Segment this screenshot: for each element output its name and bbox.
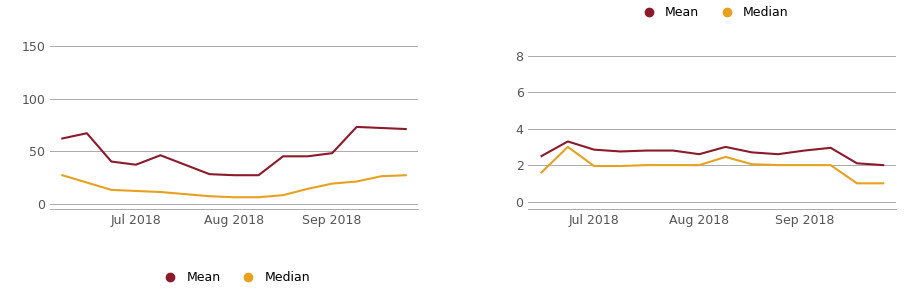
Legend: Mean, Median: Mean, Median xyxy=(632,1,794,24)
Legend: Mean, Median: Mean, Median xyxy=(153,267,315,289)
